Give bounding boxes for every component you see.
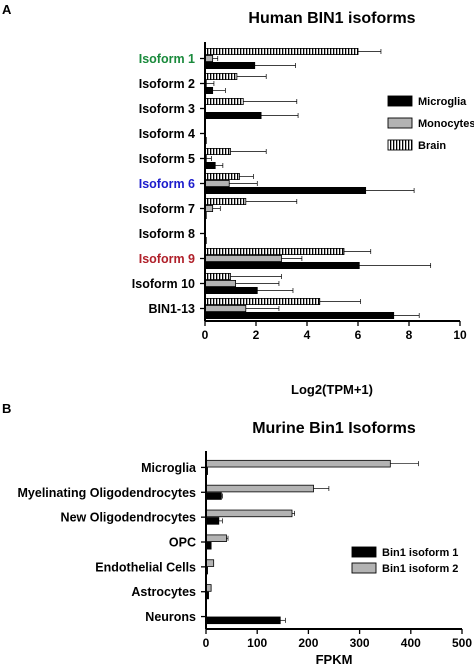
category-label-opc: OPC	[169, 536, 196, 550]
panel-b-chart: B Murine Bin1 Isoforms FPKM Microglia Mye…	[2, 401, 472, 667]
bar-microglia-bin1-13	[204, 311, 395, 319]
legend-swatch-bin1-isoform-1	[351, 546, 377, 558]
bar-microglia-isoform-1	[204, 62, 256, 70]
bar-brain-isoform-5	[204, 147, 231, 155]
x-tick-label-400: 400	[401, 636, 421, 650]
legend-label-bin1-isoform-1: Bin1 isoform 1	[382, 547, 458, 559]
bar-brain-bin1-13	[204, 297, 321, 305]
category-label-new-oligodendrocytes: New Oligodendrocytes	[61, 511, 196, 525]
bar-microglia-isoform-9	[204, 261, 360, 269]
bar-microglia-isoform-5	[204, 161, 216, 169]
category-label-isoform-3: Isoform 3	[139, 102, 195, 116]
bar-brain-isoform-9	[204, 247, 345, 255]
category-label-isoform-4: Isoform 4	[139, 127, 195, 141]
category-label-isoform-1: Isoform 1	[139, 52, 195, 66]
category-label-microglia: Microglia	[141, 461, 197, 475]
bar-brain-isoform-6	[204, 172, 240, 180]
bar-microglia-isoform-2	[204, 87, 214, 95]
legend-label-bin1-isoform-2: Bin1 isoform 2	[382, 563, 458, 575]
panel-a-letter: A	[2, 2, 12, 17]
x-tick-label-100: 100	[247, 636, 267, 650]
category-label-astrocytes: Astrocytes	[131, 585, 196, 599]
legend-label-microglia: Microglia	[418, 96, 467, 108]
x-tick-label-500: 500	[452, 636, 472, 650]
panel-b-title: Murine Bin1 Isoforms	[252, 420, 416, 437]
legend-swatch-brain	[387, 139, 413, 151]
bar-brain-isoform-1	[204, 48, 359, 56]
x-tick-label-6: 6	[355, 328, 362, 342]
category-label-isoform-2: Isoform 2	[139, 77, 195, 91]
category-label-bin1-13: BIN1-13	[148, 302, 195, 316]
panel-b-x-axis-label: FPKM	[316, 652, 353, 667]
category-label-endothelial-cells: Endothelial Cells	[95, 560, 196, 574]
x-tick-label-2: 2	[253, 328, 260, 342]
x-tick-label-10: 10	[453, 328, 467, 342]
category-label-isoform-5: Isoform 5	[139, 152, 195, 166]
bar-microglia-isoform-3	[204, 112, 262, 120]
x-tick-label-4: 4	[304, 328, 311, 342]
category-label-isoform-8: Isoform 8	[139, 227, 195, 241]
x-tick-label-0: 0	[202, 328, 209, 342]
legend-swatch-bin1-isoform-2	[351, 562, 377, 574]
bar-monocytes-isoform-7	[204, 204, 214, 212]
legend-swatch-microglia	[387, 95, 413, 107]
bar-brain-isoform-2	[204, 73, 238, 81]
panel-a-x-axis-label: Log2(TPM+1)	[291, 382, 373, 397]
bar-microglia-isoform-6	[204, 186, 367, 194]
bar-bin1-isoform-1-neurons	[205, 616, 281, 625]
bar-monocytes-isoform-6	[204, 179, 230, 187]
bar-bin1-isoform-1-myelinating-oligodendrocytes	[205, 492, 222, 500]
bar-microglia-isoform-10	[204, 286, 258, 294]
category-label-isoform-7: Isoform 7	[139, 202, 195, 216]
x-tick-label-8: 8	[406, 328, 413, 342]
x-tick-label-200: 200	[298, 636, 318, 650]
x-tick-label-0: 0	[203, 636, 210, 650]
bar-brain-isoform-7	[204, 197, 247, 205]
panel-b-letter: B	[2, 401, 11, 416]
bar-bin1-isoform-2-microglia	[205, 459, 391, 468]
bar-bin1-isoform-1-new-oligodendrocytes	[205, 517, 220, 525]
legend-label-monocytes: Monocytes	[418, 118, 474, 130]
legend-label-brain: Brain	[418, 140, 446, 152]
bar-bin1-isoform-2-opc	[205, 534, 227, 543]
panel-a-chart: A Human BIN1 isoforms Log2(TPM+1) Isofor…	[2, 2, 474, 397]
bar-monocytes-isoform-9	[204, 254, 282, 262]
bar-bin1-isoform-2-myelinating-oligodendrocytes	[205, 484, 314, 493]
bar-monocytes-isoform-10	[204, 279, 237, 287]
category-label-neurons: Neurons	[145, 610, 196, 624]
bar-bin1-isoform-2-new-oligodendrocytes	[205, 509, 293, 518]
category-label-isoform-6: Isoform 6	[139, 177, 195, 191]
bar-brain-isoform-3	[204, 98, 244, 106]
category-label-isoform-9: Isoform 9	[139, 252, 195, 266]
bar-monocytes-bin1-13	[204, 304, 247, 312]
bar-bin1-isoform-2-endothelial-cells	[205, 559, 215, 567]
category-label-myelinating-oligodendrocytes: Myelinating Oligodendrocytes	[18, 486, 197, 500]
bar-brain-isoform-10	[204, 272, 231, 280]
category-label-isoform-10: Isoform 10	[132, 277, 195, 291]
legend-swatch-monocytes	[387, 117, 413, 129]
bar-monocytes-isoform-1	[204, 55, 214, 63]
panel-a-title: Human BIN1 isoforms	[248, 10, 415, 27]
x-tick-label-300: 300	[350, 636, 370, 650]
